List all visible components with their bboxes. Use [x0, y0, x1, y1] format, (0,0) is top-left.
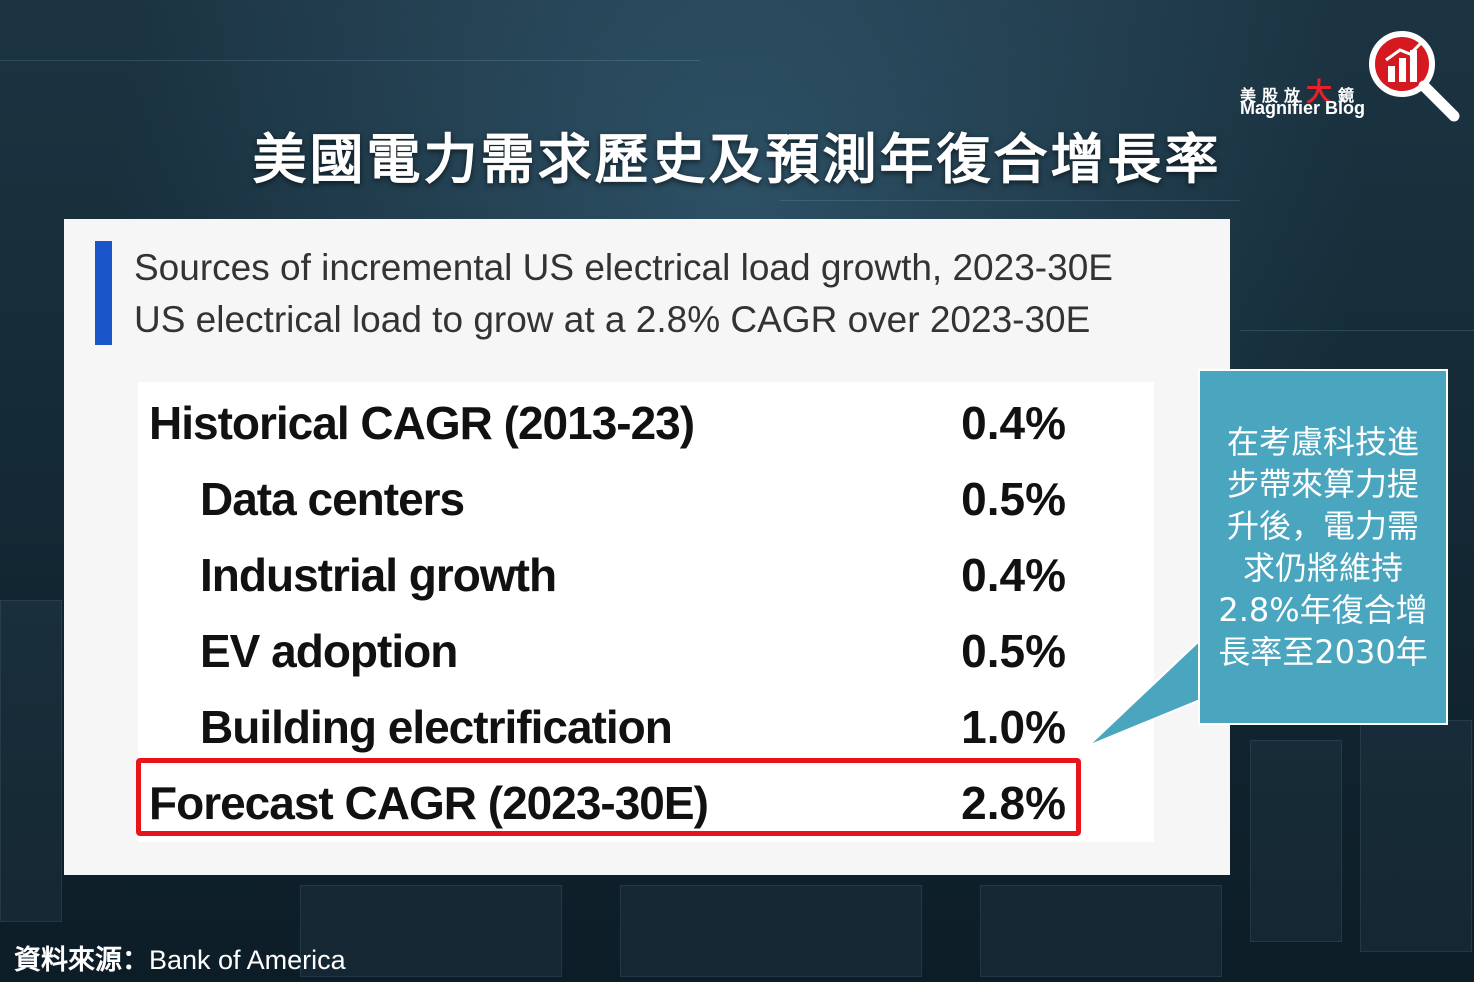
source-org: Bank of America [149, 945, 346, 975]
row-label: EV adoption [200, 625, 458, 677]
panel-subtitle: US electrical load to grow at a 2.8% CAG… [134, 299, 1091, 340]
table-row-historical: Historical CAGR (2013-23) 0.4% [138, 382, 1154, 458]
title-accent-bar [95, 241, 112, 345]
table-row-ev-adoption: EV adoption 0.5% [138, 610, 1154, 686]
callout-box: 在考慮科技進 步帶來算力提 升後，電力需 求仍將維持 2.8%年復合增 長率至2… [1198, 369, 1448, 725]
source-credit: 資料來源：Bank of America [14, 938, 346, 977]
page-title: 美國電力需求歷史及預測年復合增長率 [252, 128, 1222, 191]
row-label: Building electrification [200, 701, 673, 753]
forecast-highlight-box [136, 758, 1081, 836]
callout-pointer [1087, 640, 1201, 747]
row-label: Historical CAGR (2013-23) [149, 397, 695, 449]
row-label: Industrial growth [200, 549, 557, 601]
row-value: 0.4% [961, 397, 1066, 449]
table-row-forecast: Forecast CAGR (2023-30E) 2.8% [138, 762, 1154, 838]
cagr-table: Historical CAGR (2013-23) 0.4% Data cent… [136, 382, 1154, 842]
content-panel: Sources of incremental US electrical loa… [64, 219, 1230, 875]
table-row-industrial-growth: Industrial growth 0.4% [138, 534, 1154, 610]
row-label: Forecast CAGR (2023-30E) [149, 777, 709, 829]
logo-chinese-text: 美股放大鏡 [1240, 78, 1361, 108]
row-value: 0.5% [961, 473, 1066, 525]
row-value: 2.8% [961, 777, 1066, 829]
logo-english-text: Magnifier Blog [1240, 98, 1365, 118]
callout-text: 在考慮科技進 步帶來算力提 升後，電力需 求仍將維持 2.8%年復合增 長率至2… [1218, 423, 1428, 671]
panel-title: Sources of incremental US electrical loa… [134, 247, 1113, 288]
row-label: Data centers [200, 473, 465, 525]
row-value: 0.5% [961, 625, 1066, 677]
magnifier-bar-chart-icon [1369, 31, 1460, 122]
source-prefix: 資料來源： [14, 945, 149, 976]
row-value: 1.0% [961, 701, 1066, 753]
brand-logo[interactable]: 美股放大鏡 Magnifier Blog [1240, 20, 1466, 130]
table-row-building-electrification: Building electrification 1.0% [138, 686, 1154, 762]
table-row-data-centers: Data centers 0.5% [138, 458, 1154, 534]
row-value: 0.4% [961, 549, 1066, 601]
